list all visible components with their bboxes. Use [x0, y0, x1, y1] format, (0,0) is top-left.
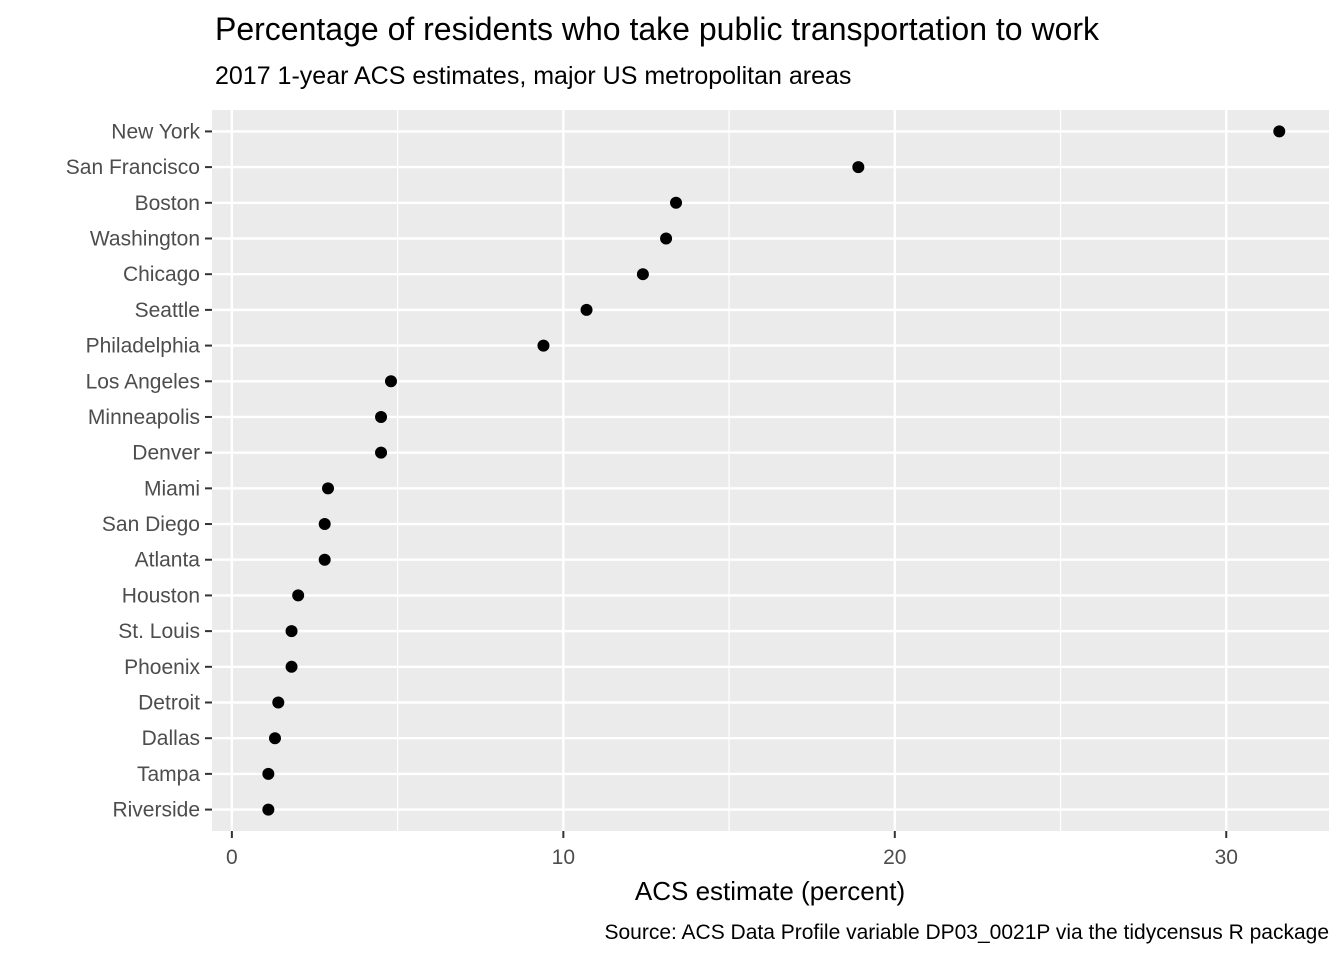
- y-tick-label: Riverside: [112, 799, 200, 822]
- x-tick-label: 20: [883, 846, 906, 869]
- y-tick-label: Houston: [122, 584, 200, 607]
- data-point: [292, 589, 305, 602]
- y-tick-label: St. Louis: [118, 620, 200, 643]
- data-points: [262, 125, 1286, 816]
- x-axis: 0 10 20 30: [226, 831, 1238, 869]
- y-tick-label: Denver: [132, 442, 200, 465]
- y-tick-label: Chicago: [123, 263, 200, 286]
- data-point: [262, 767, 275, 780]
- data-point: [636, 268, 649, 281]
- y-tick-label: Minneapolis: [88, 406, 200, 429]
- y-tick-label: Phoenix: [124, 656, 200, 679]
- chart-subtitle: 2017 1-year ACS estimates, major US metr…: [215, 62, 851, 90]
- y-axis: New York San Francisco Boston Washington Chi…: [66, 120, 212, 822]
- data-point: [537, 339, 550, 352]
- y-tick-label: San Francisco: [66, 156, 200, 179]
- plot-panel: [212, 110, 1329, 831]
- y-tick-label: Dallas: [142, 727, 200, 750]
- data-point: [375, 410, 388, 423]
- major-gridlines: [212, 110, 1329, 831]
- y-tick-label: Seattle: [135, 299, 200, 322]
- data-point: [852, 161, 865, 174]
- y-tick-label: Boston: [135, 192, 200, 215]
- y-tick-label: Tampa: [137, 763, 200, 786]
- data-point: [262, 803, 275, 816]
- y-tick-label: Detroit: [138, 692, 200, 715]
- chart-title: Percentage of residents who take public …: [215, 11, 1100, 47]
- data-point: [285, 625, 298, 638]
- y-tick-label: New York: [111, 120, 200, 143]
- data-point: [318, 553, 331, 566]
- data-point: [285, 660, 298, 673]
- x-axis-title: ACS estimate (percent): [635, 876, 905, 906]
- y-tick-label: San Diego: [102, 513, 200, 536]
- data-point: [670, 196, 683, 209]
- minor-gridlines: [397, 110, 1062, 831]
- data-point: [375, 446, 388, 459]
- data-point: [384, 375, 397, 388]
- chart-caption: Source: ACS Data Profile variable DP03_0…: [604, 921, 1329, 944]
- data-point: [268, 732, 281, 745]
- data-point: [580, 303, 593, 316]
- x-tick-label: 10: [552, 846, 575, 869]
- data-point: [1273, 125, 1286, 138]
- y-tick-label: Philadelphia: [86, 335, 201, 358]
- y-tick-label: Miami: [144, 477, 200, 500]
- data-point: [272, 696, 285, 709]
- data-point: [322, 482, 335, 495]
- data-point: [318, 518, 331, 531]
- y-tick-label: Washington: [90, 227, 200, 250]
- y-tick-label: Los Angeles: [86, 370, 200, 393]
- y-tick-label: Atlanta: [135, 549, 201, 572]
- x-tick-label: 30: [1215, 846, 1238, 869]
- x-tick-label: 0: [226, 846, 238, 869]
- data-point: [660, 232, 673, 245]
